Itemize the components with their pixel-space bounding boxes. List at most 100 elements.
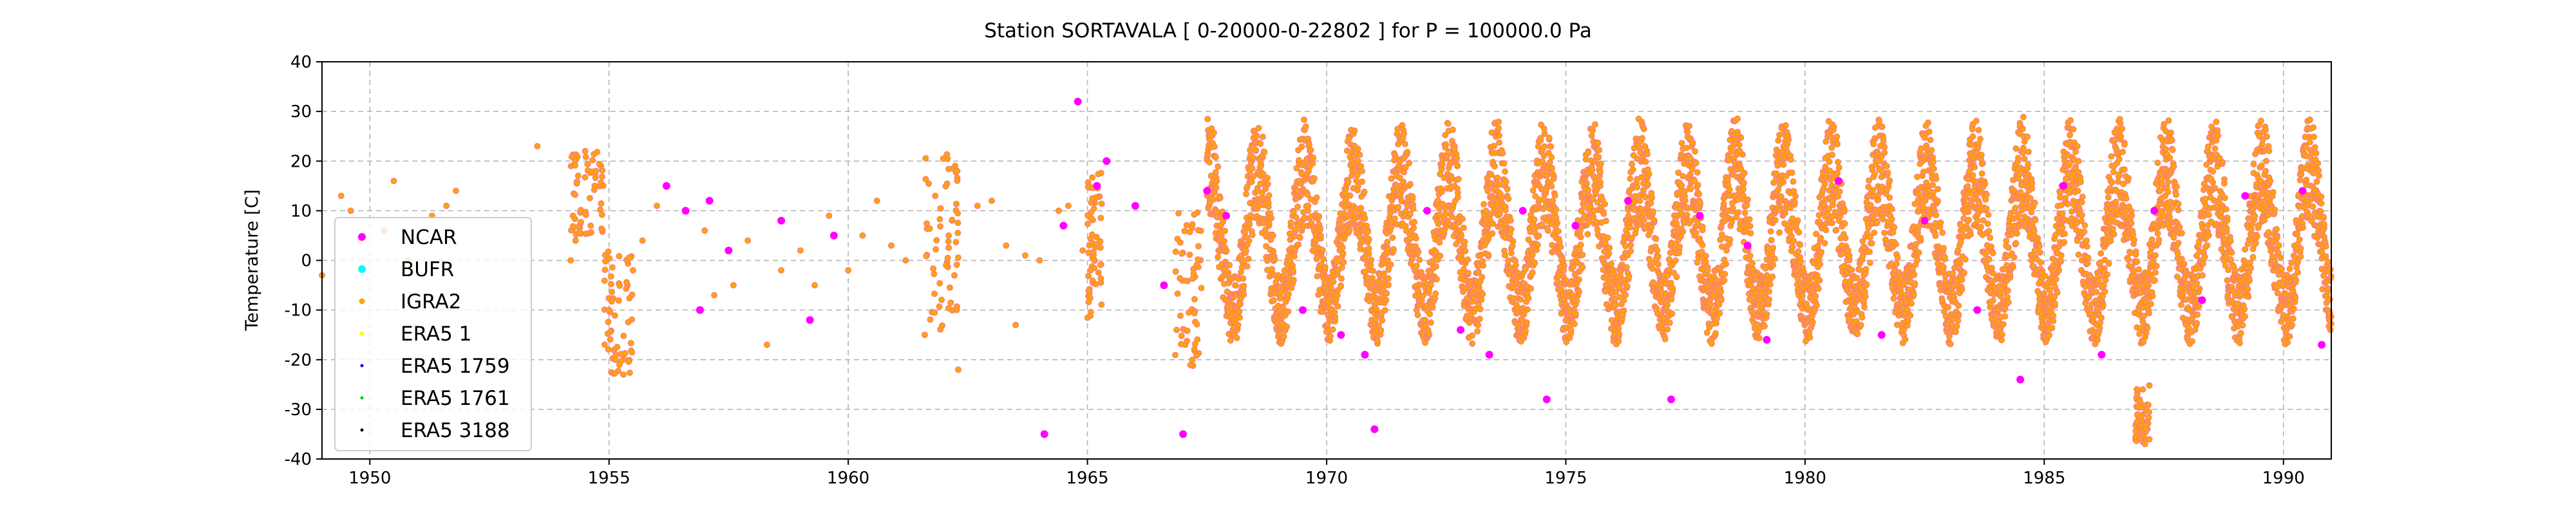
igra2-dense-point (1622, 308, 1626, 313)
igra2-dense-point (1238, 270, 1244, 275)
igra2-dense-point (1616, 326, 1621, 331)
igra2-dense-point (1260, 154, 1265, 160)
igra2-dense-point (1477, 316, 1482, 321)
igra2-dense-point (1680, 174, 1685, 179)
igra2-dense-point (1399, 123, 1405, 128)
igra2-dense-point (1596, 154, 1601, 160)
igra2-dense-point (1470, 341, 1475, 346)
igra2-dense-point (1639, 174, 1644, 180)
igra2-dense-point (1341, 251, 1346, 256)
igra2-dense-point (1346, 179, 1351, 184)
igra2-dense-point (1573, 311, 1578, 316)
igra2-dense-point (1222, 229, 1227, 234)
igra2-dense-point (1434, 250, 1439, 255)
igra2-dense-point (1577, 289, 1582, 294)
igra2-dense-point (1408, 212, 1413, 216)
igra2-dense-point (1265, 175, 1270, 180)
igra2-dense-point (1400, 136, 1405, 141)
igra2-dense-point (1465, 257, 1470, 262)
igra2-dense-point (1680, 211, 1684, 216)
igra2-dense-point (1500, 151, 1505, 156)
igra2-dense-point (1267, 193, 1272, 198)
igra2-dense-point (1208, 200, 1213, 205)
igra2-dense-point (1276, 273, 1281, 278)
igra2-dense-point (1591, 214, 1596, 220)
igra2-dense-point (1273, 257, 1277, 262)
igra2-dense-point (1288, 220, 1293, 225)
igra2-dense-point (1518, 297, 1523, 302)
igra2-dense-point (1663, 337, 1668, 342)
igra2-dense-point (1550, 198, 1555, 203)
igra2-dense-point (1548, 160, 1552, 165)
igra2-dense-point (1245, 264, 1250, 269)
igra2-dense-point (1368, 258, 1374, 263)
igra2-dense-point (1506, 272, 1511, 277)
igra2-dense-point (1551, 176, 1557, 181)
igra2-dense-point (1260, 135, 1265, 140)
igra2-dense-point (1356, 183, 1361, 189)
igra2-dense-point (1622, 298, 1626, 303)
igra2-dense-point (1484, 209, 1488, 214)
igra2-dense-point (1238, 301, 1243, 306)
igra2-dense-point (1437, 254, 1443, 258)
igra2-dense-point (1428, 320, 1434, 325)
igra2-dense-point (1302, 117, 1307, 122)
igra2-dense-point (1477, 285, 1482, 290)
igra2-dense-point (1256, 126, 1261, 131)
igra2-dense-point (1463, 248, 1468, 254)
igra2-dense-point (1523, 267, 1528, 272)
igra2-dense-point (1450, 127, 1455, 132)
igra2-dense-point (1421, 294, 1425, 298)
igra2-dense-point (1492, 164, 1497, 169)
igra2-dense-point (1323, 265, 1328, 270)
igra2-dense-point (1215, 164, 1220, 169)
igra2-dense-point (1434, 277, 1439, 282)
igra2-dense-point (1652, 218, 1657, 223)
igra2-dense-point (1433, 291, 1438, 296)
igra2-dense-point (1669, 311, 1674, 316)
igra2-dense-point (1265, 267, 1270, 272)
igra2-dense-point (1556, 229, 1561, 234)
igra2-dense-point (1316, 214, 1321, 219)
igra2-dense-point (1235, 335, 1240, 341)
igra2-dense-point (1339, 276, 1344, 281)
igra2-dense-point (1546, 228, 1551, 233)
igra2-dense-point (1574, 299, 1579, 304)
igra2-dense-point (1634, 185, 1640, 190)
igra2-dense-point (1502, 169, 1508, 174)
igra2-dense-point (1625, 284, 1630, 289)
igra2-dense-point (1629, 162, 1634, 167)
igra2-dense-point (1490, 221, 1495, 226)
igra2-dense-point (1379, 318, 1385, 323)
igra2-dense-point (1506, 258, 1511, 263)
igra2-dense-point (1251, 174, 1256, 179)
igra2-dense-point (1408, 236, 1413, 241)
igra2-dense-point (1278, 288, 1283, 294)
igra2-dense-point (1578, 242, 1584, 247)
igra2-dense-point (1414, 263, 1419, 268)
igra2-dense-point (1669, 297, 1674, 302)
igra2-dense-point (1246, 238, 1251, 243)
igra2-dense-point (1607, 245, 1612, 250)
igra2-dense-point (1525, 291, 1530, 295)
igra2-dense-point (1642, 218, 1647, 223)
igra2-dense-point (1401, 131, 1406, 136)
igra2-dense-point (1211, 130, 1217, 135)
igra2-dense-point (1476, 270, 1481, 275)
igra2-dense-point (1296, 242, 1301, 247)
igra2-dense-point (1314, 274, 1320, 279)
igra2-dense-point (1222, 281, 1227, 286)
igra2-dense-point (1336, 304, 1340, 309)
igra2-dense-point (1549, 184, 1554, 189)
igra2-dense-point (1677, 244, 1682, 249)
igra2-dense-point (1537, 233, 1541, 238)
data-points (319, 97, 2334, 447)
igra2-dense-point (1352, 128, 1357, 133)
igra2-dense-point (1328, 333, 1333, 339)
igra2-dense-point (1653, 236, 1658, 241)
igra2-dense-point (1496, 119, 1501, 124)
igra2-dense-point (1486, 252, 1491, 258)
igra2-dense-point (1478, 306, 1483, 312)
igra2-dense-point (1251, 155, 1256, 160)
igra2-dense-point (1455, 163, 1460, 168)
